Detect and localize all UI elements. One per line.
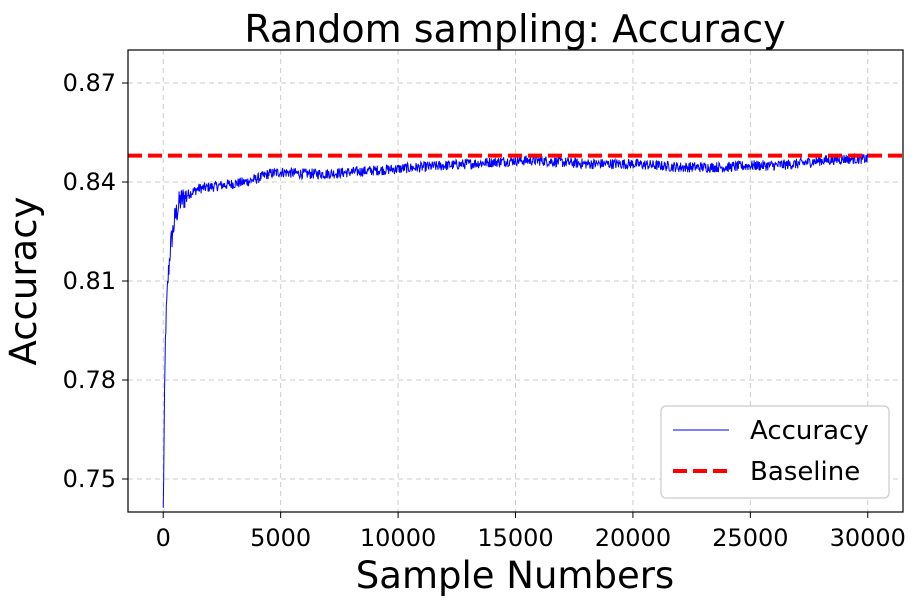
y-tick-label: 0.75 xyxy=(63,465,116,493)
x-tick-label: 15000 xyxy=(477,524,553,552)
x-axis-label: Sample Numbers xyxy=(356,554,674,597)
y-axis-label: Accuracy xyxy=(2,197,45,366)
x-tick-label: 0 xyxy=(156,524,171,552)
y-tick-label: 0.78 xyxy=(63,366,116,394)
y-tick-label: 0.87 xyxy=(63,69,116,97)
legend-box xyxy=(660,405,890,499)
x-tick-label: 25000 xyxy=(712,524,788,552)
series-layer xyxy=(128,152,903,508)
x-tick-label: 10000 xyxy=(360,524,436,552)
y-tick-label: 0.84 xyxy=(63,168,116,196)
legend-accuracy-label: Accuracy xyxy=(750,416,869,446)
x-tick-label: 5000 xyxy=(250,524,311,552)
y-axis-ticks: 0.75 0.78 0.81 0.84 0.87 xyxy=(63,69,128,493)
legend-baseline-label: Baseline xyxy=(750,457,860,487)
x-tick-label: 20000 xyxy=(595,524,671,552)
chart-title: Random sampling: Accuracy xyxy=(244,7,785,51)
legend: Accuracy Baseline xyxy=(660,405,890,499)
x-axis-ticks: 0 5000 10000 15000 20000 25000 30000 xyxy=(156,512,906,552)
x-tick-label: 30000 xyxy=(830,524,906,552)
y-tick-label: 0.81 xyxy=(63,267,116,295)
